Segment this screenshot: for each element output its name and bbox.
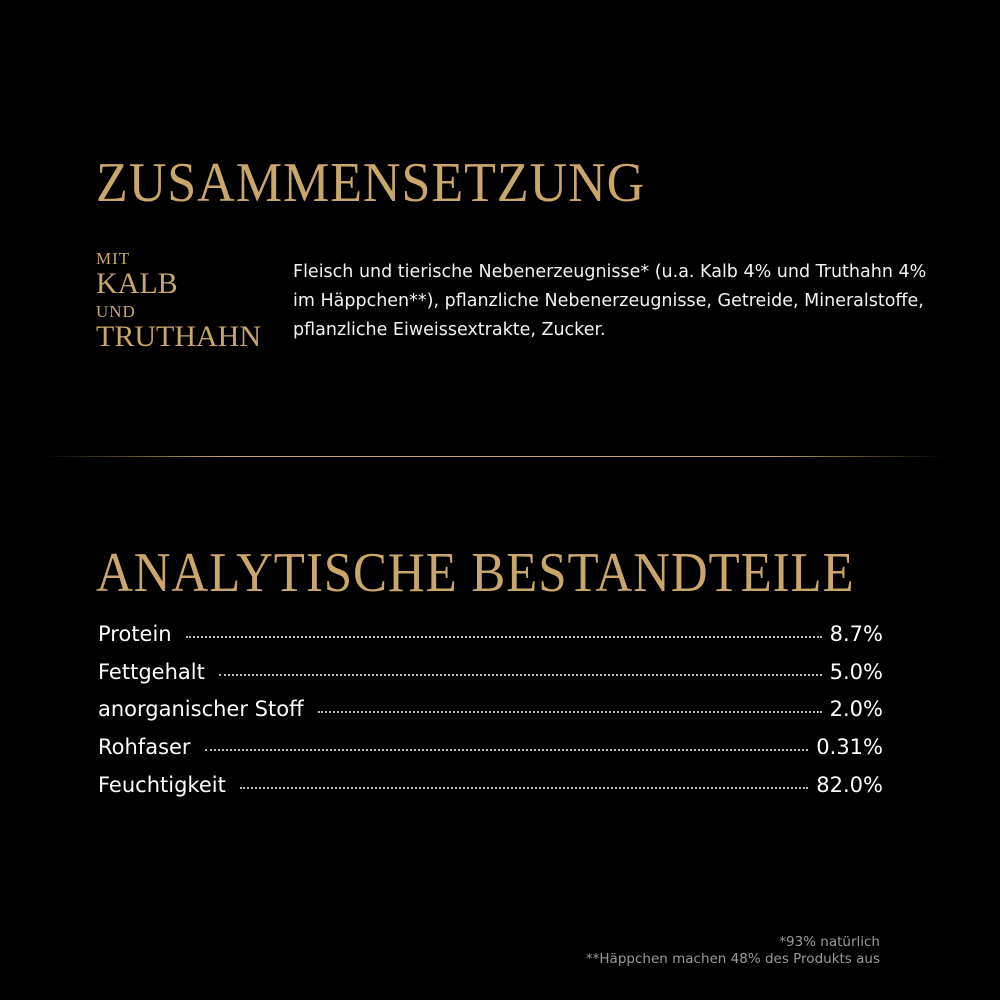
tagline-kalb: KALB <box>96 267 178 300</box>
tagline-truthahn: TRUTHAHN <box>96 320 261 353</box>
section-divider <box>45 456 945 457</box>
analysis-row-feuchtigkeit: Feuchtigkeit 82.0% <box>98 773 883 811</box>
dot-leader <box>185 636 822 638</box>
composition-description: Fleisch und tierische Nebenerzeugnisse* … <box>293 262 927 340</box>
analysis-title: ANALYTISCHE BESTANDTEILE <box>96 542 855 604</box>
analysis-row-anorganischer-stoff: anorganischer Stoff 2.0% <box>98 697 883 735</box>
row-label: anorganischer Stoff <box>98 697 304 722</box>
row-value: 2.0% <box>829 697 883 722</box>
row-value: 82.0% <box>816 772 883 797</box>
footnote-natural: *93% natürlich <box>779 934 880 950</box>
analysis-row-rohfaser: Rohfaser 0.31% <box>98 735 883 773</box>
tagline-mit: MIT <box>96 249 131 268</box>
row-value: 0.31% <box>816 735 883 760</box>
row-label: Feuchtigkeit <box>98 772 226 797</box>
row-label: Fettgehalt <box>98 659 205 684</box>
tagline-und: UND <box>96 302 136 321</box>
analysis-row-fettgehalt: Fettgehalt 5.0% <box>98 660 883 698</box>
row-label: Rohfaser <box>98 735 191 760</box>
composition-title: ZUSAMMENSETZUNG <box>96 152 646 214</box>
footnote-chunks: **Häppchen machen 48% des Produkts aus <box>585 951 880 967</box>
footnotes: *93% natürlich **Häppchen machen 48% des… <box>586 934 880 968</box>
row-label: Protein <box>98 622 172 646</box>
dot-leader <box>239 786 809 789</box>
flavor-tagline: MIT KALB UND TRUTHAHN <box>96 250 261 356</box>
dot-leader <box>204 749 809 752</box>
analysis-row-protein: Protein 8.7% <box>98 622 883 660</box>
analysis-table: Protein 8.7% Fettgehalt 5.0% anorganisch… <box>98 622 883 810</box>
row-value: 5.0% <box>829 659 883 684</box>
dot-leader <box>218 673 822 676</box>
dot-leader <box>317 711 822 714</box>
row-value: 8.7% <box>829 622 883 646</box>
